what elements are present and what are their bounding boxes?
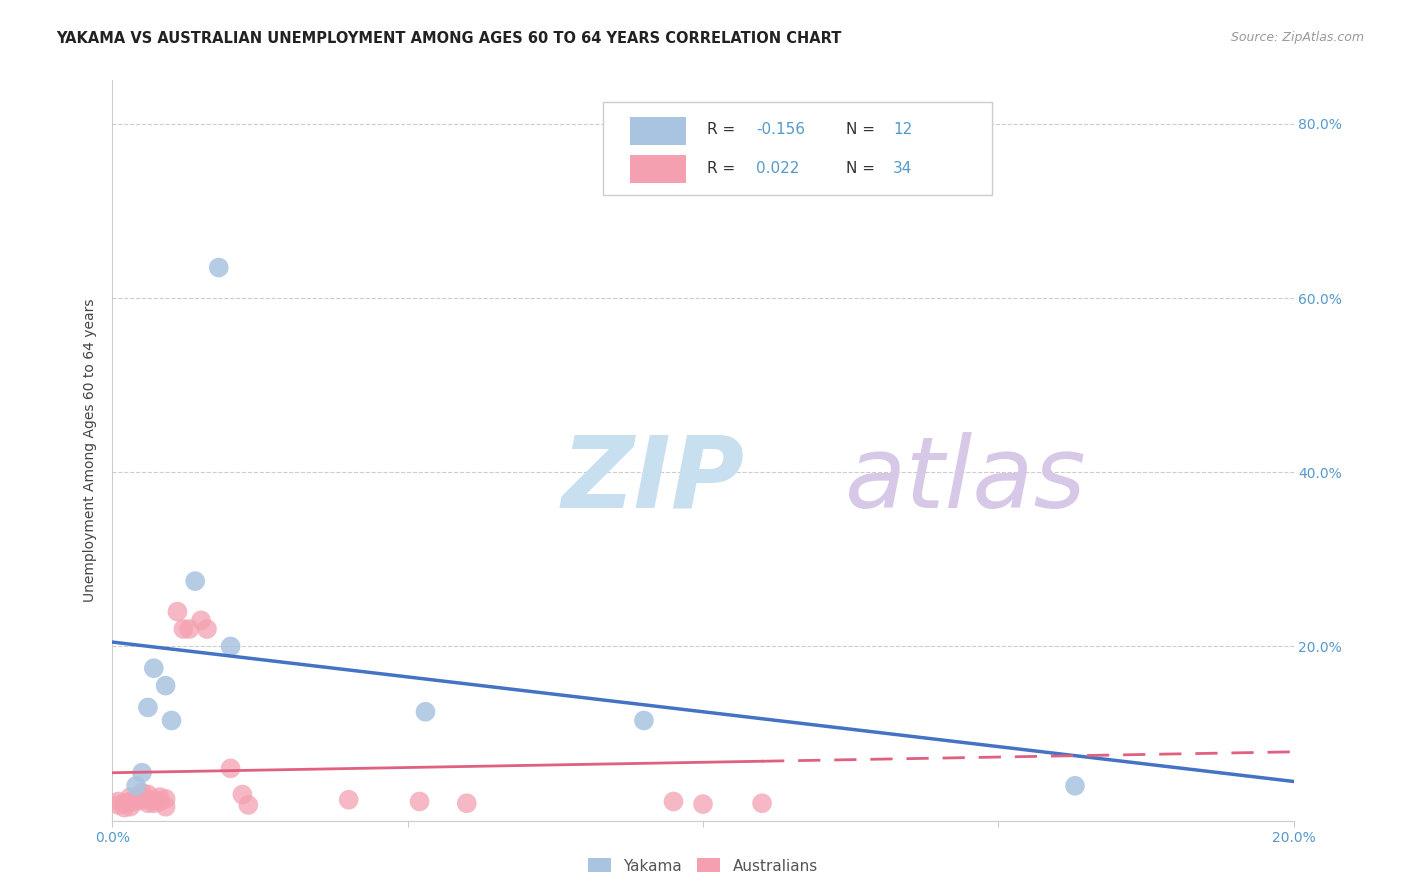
- Y-axis label: Unemployment Among Ages 60 to 64 years: Unemployment Among Ages 60 to 64 years: [83, 299, 97, 602]
- Point: [142, 661, 165, 675]
- Point: [408, 795, 430, 809]
- Point: [107, 797, 129, 812]
- Point: [238, 797, 260, 812]
- Point: [219, 640, 242, 654]
- Point: [195, 622, 218, 636]
- Point: [120, 799, 142, 814]
- Point: [190, 613, 212, 627]
- Point: [172, 622, 194, 636]
- Point: [120, 795, 142, 809]
- Point: [179, 622, 201, 636]
- Text: R =: R =: [707, 161, 740, 176]
- Point: [337, 793, 360, 807]
- Point: [107, 795, 129, 809]
- Text: Source: ZipAtlas.com: Source: ZipAtlas.com: [1230, 31, 1364, 45]
- Point: [662, 795, 685, 809]
- Point: [136, 788, 159, 802]
- Text: -0.156: -0.156: [756, 122, 806, 137]
- FancyBboxPatch shape: [603, 103, 993, 195]
- Text: YAKAMA VS AUSTRALIAN UNEMPLOYMENT AMONG AGES 60 TO 64 YEARS CORRELATION CHART: YAKAMA VS AUSTRALIAN UNEMPLOYMENT AMONG …: [56, 31, 842, 46]
- Point: [131, 793, 153, 807]
- Text: atlas: atlas: [845, 432, 1087, 529]
- Text: R =: R =: [707, 122, 740, 137]
- Point: [231, 788, 253, 802]
- Point: [751, 796, 773, 810]
- Point: [166, 605, 188, 619]
- Point: [184, 574, 207, 588]
- Point: [155, 792, 177, 806]
- Point: [155, 799, 177, 814]
- Text: ZIP: ZIP: [561, 432, 744, 529]
- Point: [1064, 779, 1087, 793]
- Text: 0.022: 0.022: [756, 161, 800, 176]
- Point: [456, 796, 478, 810]
- FancyBboxPatch shape: [630, 117, 686, 145]
- Point: [136, 796, 159, 810]
- Point: [155, 679, 177, 693]
- Point: [149, 795, 172, 809]
- Text: N =: N =: [846, 161, 880, 176]
- Point: [142, 796, 165, 810]
- Point: [131, 786, 153, 800]
- Point: [125, 779, 148, 793]
- Point: [415, 705, 437, 719]
- Point: [160, 714, 183, 728]
- Point: [136, 700, 159, 714]
- Legend: Yakama, Australians: Yakama, Australians: [582, 853, 824, 880]
- Point: [112, 796, 135, 810]
- Point: [125, 795, 148, 809]
- Point: [131, 790, 153, 805]
- Point: [112, 800, 135, 814]
- Point: [131, 765, 153, 780]
- Text: N =: N =: [846, 122, 880, 137]
- Point: [692, 797, 714, 811]
- Text: 34: 34: [893, 161, 912, 176]
- Point: [219, 761, 242, 775]
- Point: [633, 714, 655, 728]
- Point: [125, 792, 148, 806]
- Point: [208, 260, 231, 275]
- Point: [142, 793, 165, 807]
- Text: 12: 12: [893, 122, 912, 137]
- FancyBboxPatch shape: [630, 155, 686, 183]
- Point: [149, 790, 172, 805]
- Point: [120, 790, 142, 805]
